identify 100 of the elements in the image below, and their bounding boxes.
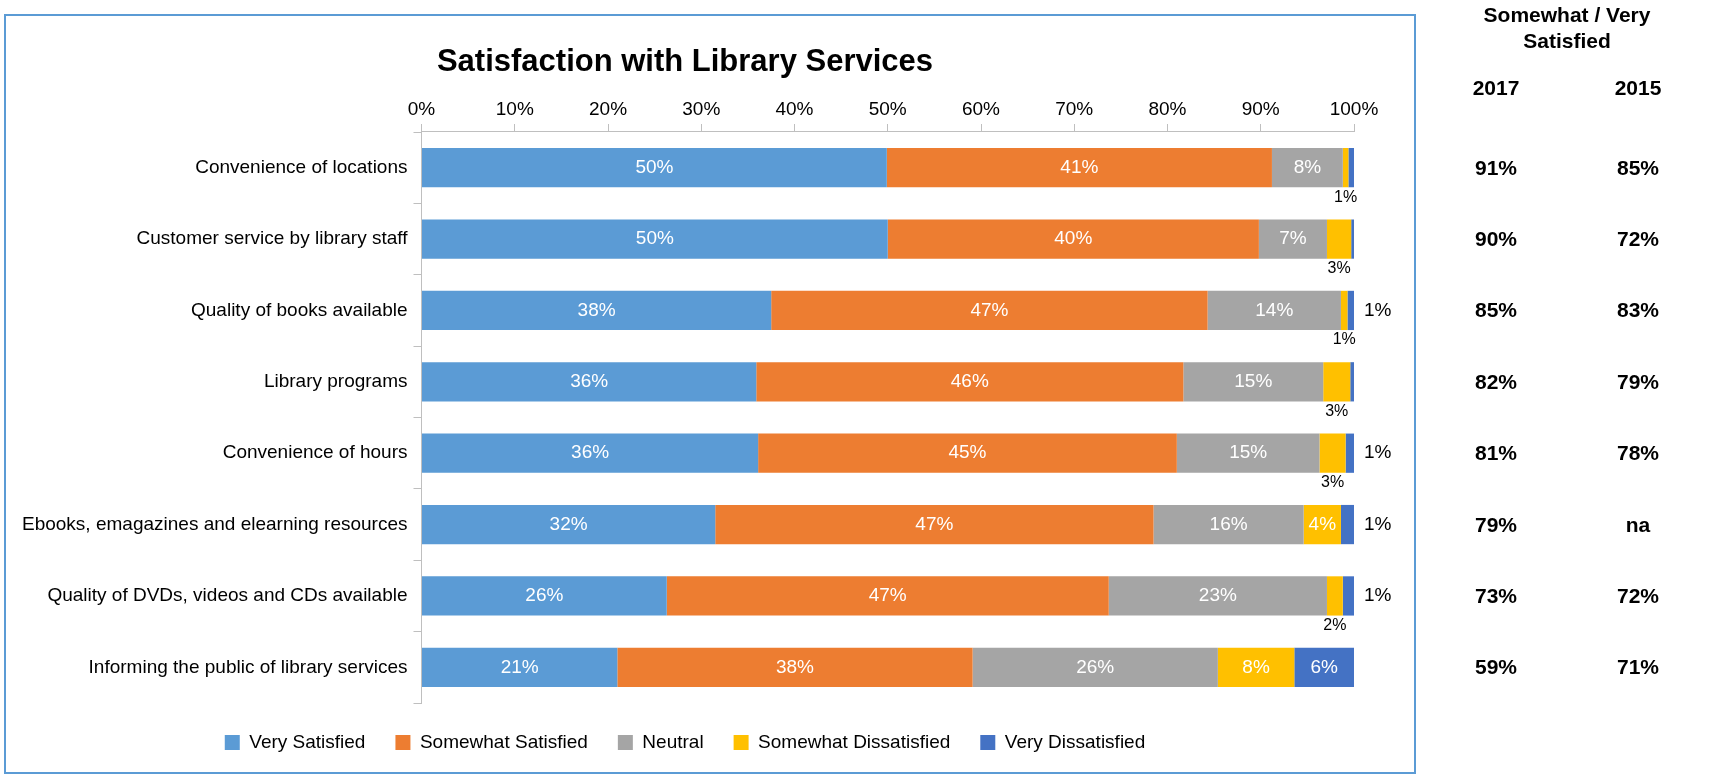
x-tick-label: 0% [407,97,436,119]
bar [756,362,1184,402]
text: Somewhat / Very Satisfied [1482,2,1652,54]
text: 71% [1616,655,1660,679]
text: 73% [1474,583,1518,607]
data-label: 40% [1054,227,1093,249]
chart-title: Satisfaction with Library Services [436,43,934,79]
x-tick-label: 50% [868,97,907,119]
bar [1326,576,1343,616]
data-label: 38% [577,298,616,320]
bar [1176,433,1320,473]
data-label: 26% [525,584,564,606]
text: 85% [1616,155,1660,179]
text: 79% [1616,369,1660,393]
data-label: 15% [1234,370,1273,392]
text: 82% [1474,369,1518,393]
x-tick-label: 10% [495,97,534,119]
bar [1217,647,1295,687]
bar [1323,362,1351,402]
data-label: 50% [635,227,674,249]
data-label: 36% [570,370,609,392]
bar [886,148,1272,188]
data-label: 1% [1332,330,1356,348]
data-label: 26% [1076,655,1115,677]
bar [1348,148,1354,188]
bar [422,362,757,402]
x-tick-label: 80% [1148,97,1187,119]
y-tick-label: Ebooks, emagazines and elearning resources [22,512,408,534]
data-label: 45% [948,441,987,463]
bar [422,290,772,331]
bar [972,647,1218,687]
x-tick-label: 20% [588,97,628,119]
category-label: 2015 [1613,76,1663,100]
bar [422,647,618,687]
data-label: 47% [970,298,1009,320]
y-tick-label: Convenience of hours [222,441,408,463]
data-label: 1% [1364,512,1392,534]
data-label: 32% [549,512,588,534]
bar [1340,290,1348,331]
text: 83% [1616,298,1660,322]
bar [1319,433,1346,473]
text: 78% [1616,441,1660,465]
data-label: 50% [635,155,674,177]
bar [617,647,973,687]
data-label: 3% [1320,473,1345,491]
text: 85% [1474,298,1518,322]
text: 72% [1616,583,1660,607]
data-label: 16% [1209,512,1248,534]
data-label: 15% [1229,441,1268,463]
data-label: 23% [1198,584,1237,606]
data-label: 41% [1060,155,1099,177]
bar [1350,362,1354,402]
bar [1347,290,1354,331]
bar [1351,219,1354,259]
x-tick-label: 70% [1055,97,1094,119]
data-label: 7% [1279,227,1307,249]
data-label: 36% [571,441,610,463]
data-label: 8% [1293,155,1322,177]
data-label: 6% [1310,655,1338,677]
x-tick-label: 60% [961,97,1001,119]
data-label: 1% [1364,298,1392,320]
data-label: 38% [775,655,815,677]
category-label: 2017 [1471,76,1521,100]
legend-label: Somewhat Dissatisfied [758,730,951,752]
legend-label: Neutral [642,730,704,752]
text: 79% [1474,512,1518,536]
y-tick-label: Quality of books available [191,298,408,320]
bar [1345,433,1354,473]
legend-label: Very Satisfied [249,730,366,752]
data-label: 2% [1323,615,1347,633]
y-tick-label: Customer service by library staff [136,227,409,249]
bar [715,504,1154,545]
bar [422,148,887,188]
text: 91% [1474,155,1518,179]
x-tick-label: 30% [682,97,721,119]
data-label: 8% [1242,655,1270,677]
bar [1271,148,1343,188]
bar [422,576,667,616]
text: 90% [1474,227,1518,251]
text: 81% [1474,441,1518,465]
bar [1207,290,1341,331]
bar [422,504,716,545]
bar [666,576,1109,616]
y-tick-label: Convenience of locations [195,155,408,177]
x-tick-label: 40% [775,97,814,119]
bar [422,433,759,473]
text: na [1625,512,1651,536]
y-tick-label: Quality of DVDs, videos and CDs available [47,584,408,606]
data-label: 21% [500,655,539,677]
bar [887,219,1259,259]
y-tick-label: Library programs [263,370,408,392]
text: 59% [1474,655,1518,679]
data-label: 1% [1364,584,1392,606]
bar [1342,576,1354,616]
bar [1294,647,1354,687]
data-label: 4% [1308,512,1337,534]
bar [771,290,1208,331]
data-label: 1% [1334,187,1358,205]
data-label: 1% [1364,441,1392,463]
bar [422,219,888,259]
